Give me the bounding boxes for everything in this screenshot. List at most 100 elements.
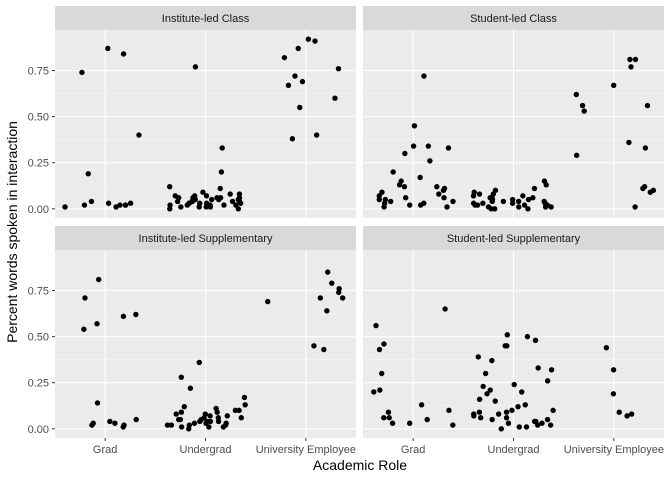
data-point [522, 402, 528, 408]
y-axis-label: Percent words spoken in interaction [4, 121, 20, 343]
data-point [379, 370, 385, 377]
data-point [503, 409, 510, 415]
facet-title: Student-led Class [470, 13, 557, 25]
data-point [82, 295, 88, 301]
data-point [642, 145, 649, 151]
data-point [476, 191, 483, 197]
data-point [203, 420, 209, 426]
data-point [215, 415, 222, 421]
data-point [390, 169, 396, 175]
data-point [487, 387, 493, 393]
facet-panel: Institute-led Class 0.00 0.25 0.50 0.75 [28, 6, 356, 218]
data-point [632, 204, 638, 210]
data-point [524, 333, 531, 340]
data-point [96, 276, 102, 283]
data-point [196, 204, 202, 210]
data-point [445, 145, 452, 151]
data-point [475, 354, 481, 360]
data-point [236, 198, 243, 205]
data-point [544, 378, 551, 384]
data-point [178, 409, 185, 415]
data-point [550, 407, 556, 414]
data-point [387, 198, 394, 205]
data-point [441, 185, 448, 192]
data-point [62, 204, 68, 210]
data-point [515, 198, 522, 205]
data-point [373, 322, 379, 329]
data-point [628, 64, 634, 70]
data-point [488, 206, 494, 212]
data-point [232, 407, 239, 414]
facet-panel: Student-led Supplementary Grad Undergrad Un… [363, 226, 664, 456]
data-point [133, 311, 139, 318]
data-point [209, 196, 215, 203]
data-point [450, 198, 456, 205]
data-point [336, 289, 342, 296]
data-point [381, 204, 387, 210]
data-point [531, 418, 538, 425]
data-point [81, 326, 87, 332]
facet-strip [55, 226, 356, 250]
data-point [329, 280, 335, 286]
facet-panels: Institute-led Class 0.00 0.25 0.50 0.75 Stude… [28, 6, 664, 456]
data-point [311, 343, 317, 349]
data-point [120, 313, 127, 320]
data-point [610, 367, 617, 373]
y-tick-label: 0.00 [28, 204, 49, 216]
data-point [627, 56, 633, 63]
data-point [229, 198, 236, 205]
data-point [299, 78, 306, 85]
data-point [531, 185, 538, 192]
data-point [386, 415, 392, 421]
data-point [313, 132, 320, 138]
data-point [470, 193, 477, 199]
data-point [542, 204, 549, 210]
data-point [581, 108, 587, 114]
data-point [573, 152, 580, 159]
data-point [105, 45, 111, 52]
data-point [173, 411, 179, 417]
data-point [535, 365, 541, 371]
data-point [519, 389, 525, 395]
data-point [178, 374, 185, 380]
data-point [410, 143, 417, 149]
data-point [371, 389, 377, 395]
data-point [492, 398, 498, 404]
data-point [385, 409, 392, 415]
data-point [281, 54, 288, 61]
x-tick-label: University Employee [256, 444, 356, 456]
data-point [207, 204, 214, 210]
data-point [305, 36, 312, 42]
data-point [516, 204, 522, 210]
data-point [640, 185, 646, 192]
data-point [167, 206, 173, 212]
data-point [332, 95, 338, 101]
data-point [396, 182, 403, 188]
data-point [133, 416, 139, 423]
data-point [509, 200, 516, 206]
data-point [504, 343, 510, 349]
data-point [94, 321, 100, 327]
data-point [407, 202, 413, 208]
data-point [424, 416, 430, 423]
data-point [573, 91, 580, 98]
data-point [632, 56, 639, 63]
data-point [241, 394, 248, 401]
data-point [265, 298, 271, 305]
data-point [647, 189, 653, 195]
data-point [321, 346, 327, 353]
data-point [175, 195, 182, 201]
data-point [200, 189, 206, 195]
data-point [220, 424, 227, 430]
data-point [521, 202, 528, 208]
y-tick-label: 0.25 [28, 378, 49, 390]
data-point [548, 204, 554, 210]
data-point [295, 45, 301, 52]
data-point [107, 418, 113, 425]
data-point [324, 308, 330, 314]
data-point [495, 411, 502, 417]
data-point [543, 182, 549, 188]
data-point [89, 422, 95, 428]
data-point [377, 387, 383, 393]
data-point [192, 64, 199, 70]
